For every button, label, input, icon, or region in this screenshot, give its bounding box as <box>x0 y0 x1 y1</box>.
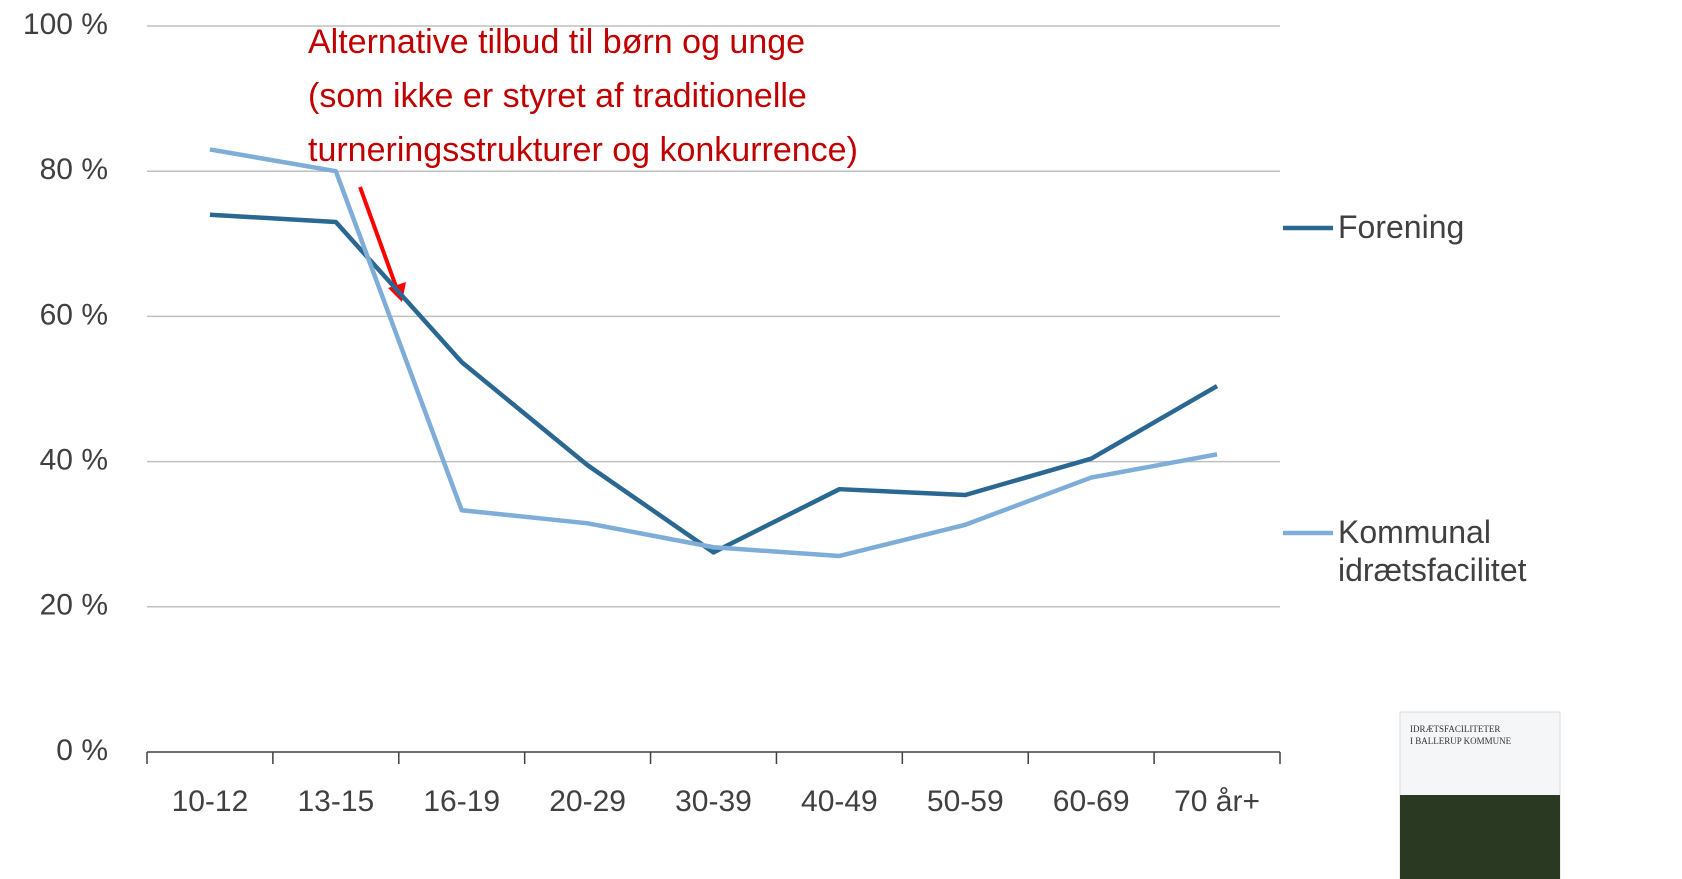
report-thumbnail: IDRÆTSFACILITETER I BALLERUP KOMMUNE <box>1399 711 1561 879</box>
y-tick-label: 60 % <box>40 298 108 331</box>
x-tick-label: 60-69 <box>1053 785 1130 818</box>
x-tick-label: 40-49 <box>801 785 878 818</box>
y-tick-label: 0 % <box>56 734 108 767</box>
y-tick-label: 100 % <box>23 8 108 41</box>
thumbnail-title: I BALLERUP KOMMUNE <box>1410 736 1512 746</box>
series-line <box>209 147 1218 559</box>
x-tick-label: 16-19 <box>423 785 500 818</box>
series-line <box>209 212 1219 555</box>
x-tick-label: 50-59 <box>927 785 1004 818</box>
x-tick-label: 30-39 <box>675 785 752 818</box>
x-tick-label: 70 år+ <box>1174 785 1260 818</box>
annotation-arrow <box>358 186 400 293</box>
y-tick-label: 20 % <box>40 589 108 622</box>
legend-label: Kommunal idrætsfacilitet <box>1338 514 1527 588</box>
annotation-text: Alternative tilbud til børn og unge <box>308 23 805 61</box>
legend-label: Forening <box>1338 209 1465 245</box>
x-tick-label: 13-15 <box>297 785 374 818</box>
x-tick-label: 10-12 <box>172 785 249 818</box>
y-tick-label: 40 % <box>40 444 108 477</box>
annotation-text: (som ikke er styret af traditionelle <box>308 77 807 115</box>
thumbnail-photo <box>1400 795 1560 879</box>
thumbnail-title: IDRÆTSFACILITETER <box>1410 724 1500 734</box>
x-tick-label: 20-29 <box>549 785 626 818</box>
annotation-text: turneringsstrukturer og konkurrence) <box>308 131 858 169</box>
y-tick-label: 80 % <box>40 153 108 186</box>
